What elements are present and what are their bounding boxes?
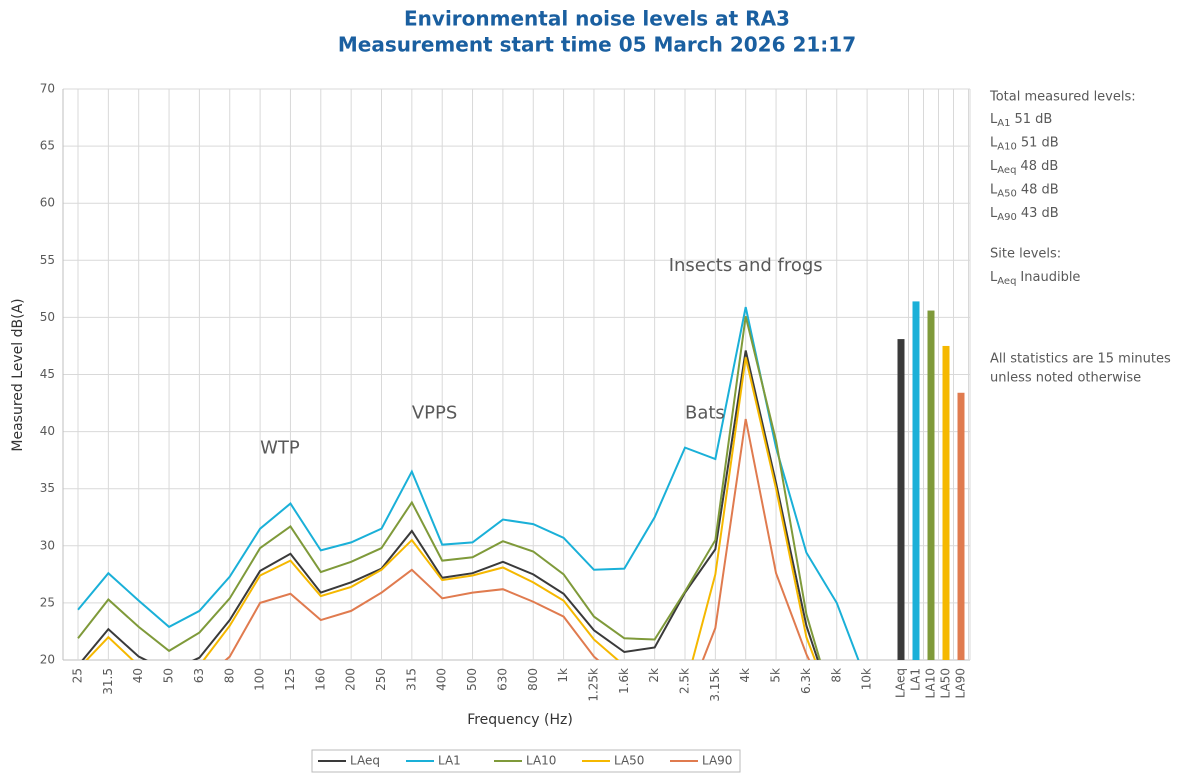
line-series xyxy=(77,316,821,660)
side-item-sub: A90 xyxy=(997,212,1017,223)
line-series xyxy=(77,306,860,660)
y-tick-label: 70 xyxy=(40,82,55,96)
bar xyxy=(912,301,920,660)
x-tick-label: 1.25k xyxy=(586,668,600,702)
x-tick-label: 200 xyxy=(344,668,358,691)
side-heading: Total measured levels: xyxy=(989,90,1136,105)
y-tick-label: 55 xyxy=(40,253,55,267)
legend-label: LA10 xyxy=(526,754,556,768)
bar xyxy=(927,310,935,660)
side-item: LA90 43 dB xyxy=(990,206,1059,224)
side-item-sub: A50 xyxy=(997,189,1017,200)
x-tick-label: 125 xyxy=(283,668,297,691)
bar xyxy=(957,392,965,660)
x-tick-label: 500 xyxy=(465,668,479,691)
x-tick-label: LA10 xyxy=(924,668,938,698)
x-tick-label: 800 xyxy=(526,668,540,691)
side-item-value: 48 dB xyxy=(1021,182,1059,197)
side-item: LA50 48 dB xyxy=(990,182,1059,200)
side-item-sub: A10 xyxy=(997,142,1017,153)
x-tick-label: 100 xyxy=(253,668,267,691)
x-tick-label: 5k xyxy=(769,668,783,683)
side-item-symbol: L xyxy=(990,206,998,221)
y-tick-label: 25 xyxy=(40,595,55,609)
y-tick-label: 60 xyxy=(40,196,55,210)
x-axis-label: Frequency (Hz) xyxy=(467,712,573,728)
chart-title: Environmental noise levels at RA3 xyxy=(404,7,790,31)
annotation: Insects and frogs xyxy=(669,255,823,276)
side-item-symbol: L xyxy=(990,159,998,174)
x-tick-label: LA90 xyxy=(954,668,968,698)
side-item-value: 51 dB xyxy=(1021,135,1059,150)
side-item: LAeq 48 dB xyxy=(990,159,1058,177)
x-tick-label: 400 xyxy=(435,668,449,691)
x-tick-label: 250 xyxy=(374,668,388,691)
x-tick-label: 80 xyxy=(222,668,236,683)
x-tick-label: 25 xyxy=(71,668,85,683)
side-item: LAeq Inaudible xyxy=(990,270,1080,288)
legend-label: LA50 xyxy=(614,754,644,768)
line-series xyxy=(224,418,811,660)
x-tick-label: 3.15k xyxy=(708,668,722,702)
side-item-value: 48 dB xyxy=(1020,159,1058,174)
bar xyxy=(942,345,950,660)
side-item-symbol: L xyxy=(990,270,998,285)
x-tick-label: LA50 xyxy=(939,668,953,698)
bar xyxy=(897,339,905,660)
x-tick-label: 1k xyxy=(556,668,570,683)
legend-label: LAeq xyxy=(350,754,380,768)
side-heading: Site levels: xyxy=(990,247,1061,262)
x-tick-label: 315 xyxy=(404,668,418,691)
side-item: LA1 51 dB xyxy=(990,112,1052,130)
x-tick-label: 630 xyxy=(495,668,509,691)
line-series xyxy=(81,350,819,660)
side-note: All statistics are 15 minutes xyxy=(990,352,1171,367)
y-tick-label: 45 xyxy=(40,367,55,381)
x-tick-label: 8k xyxy=(829,668,843,683)
side-item-sub: A1 xyxy=(997,118,1010,129)
x-tick-label: 31.5 xyxy=(101,668,115,695)
x-tick-label: 2.5k xyxy=(678,668,692,694)
annotation: Bats xyxy=(685,402,725,423)
line-series xyxy=(85,357,817,660)
annotation: VPPS xyxy=(412,402,457,423)
legend-label: LA1 xyxy=(438,754,461,768)
x-tick-label: 40 xyxy=(131,668,145,683)
x-tick-label: LAeq xyxy=(894,668,908,698)
x-tick-label: 63 xyxy=(192,668,206,683)
annotation: WTP xyxy=(260,438,300,459)
x-tick-label: 50 xyxy=(162,668,176,683)
y-tick-label: 50 xyxy=(40,310,55,324)
legend-box xyxy=(311,749,741,773)
side-item-symbol: L xyxy=(990,182,998,197)
side-item-sub: Aeq xyxy=(997,276,1016,287)
side-item: LA10 51 dB xyxy=(990,135,1059,153)
y-tick-label: 30 xyxy=(40,538,55,552)
side-item-value: 51 dB xyxy=(1014,112,1052,127)
legend-label: LA90 xyxy=(702,754,732,768)
x-tick-label: 1.6k xyxy=(617,668,631,694)
x-tick-label: 160 xyxy=(313,668,327,691)
x-tick-label: 10k xyxy=(860,668,874,690)
y-axis-label: Measured Level dB(A) xyxy=(10,298,26,451)
side-item-value: 43 dB xyxy=(1021,206,1059,221)
y-tick-label: 35 xyxy=(40,481,55,495)
x-tick-label: 6.3k xyxy=(799,668,813,694)
y-tick-label: 65 xyxy=(40,139,55,153)
side-item-symbol: L xyxy=(990,112,998,127)
y-tick-label: 20 xyxy=(40,653,55,667)
side-item-symbol: L xyxy=(990,135,998,150)
x-tick-label: 4k xyxy=(738,668,752,683)
x-tick-label: LA1 xyxy=(909,668,923,691)
chart-title: Measurement start time 05 March 2026 21:… xyxy=(338,33,856,57)
y-tick-label: 40 xyxy=(40,424,55,438)
x-tick-label: 2k xyxy=(647,668,661,683)
side-item-sub: Aeq xyxy=(997,165,1016,176)
side-item-value: Inaudible xyxy=(1020,270,1080,285)
side-note: unless noted otherwise xyxy=(990,371,1141,386)
